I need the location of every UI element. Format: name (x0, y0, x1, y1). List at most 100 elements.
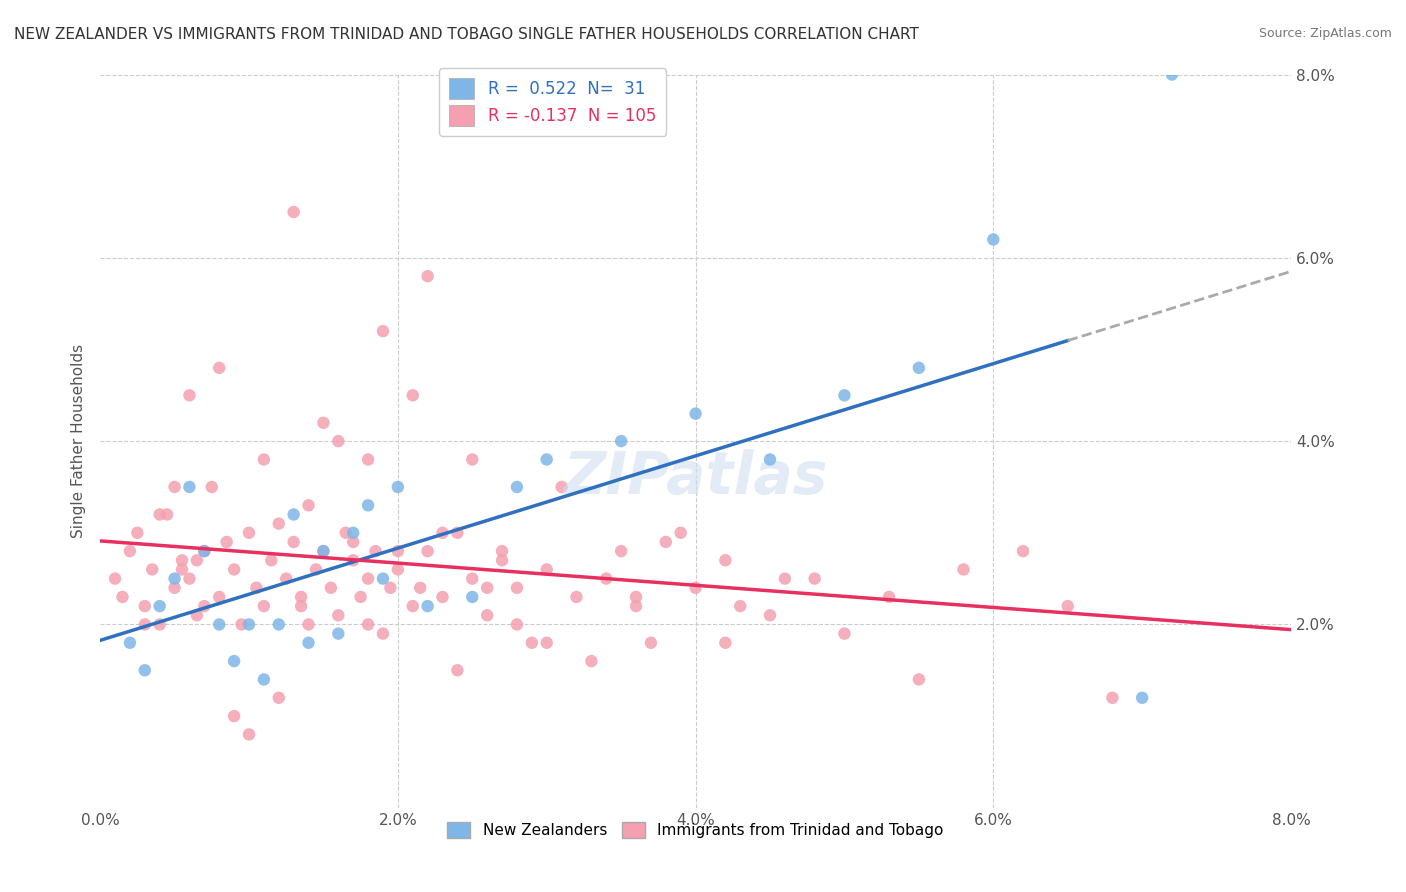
Point (357, 572, 380, 586)
Point (231, 617, 253, 632)
Point (163, 581, 186, 595)
Point (224, 562, 246, 576)
Point (290, 590, 312, 604)
Point (245, 581, 267, 595)
Point (357, 452, 380, 467)
Point (640, 636, 662, 650)
Point (312, 544, 335, 558)
Point (550, 480, 572, 494)
Point (224, 709, 246, 723)
Point (141, 562, 163, 576)
Point (312, 544, 335, 558)
Point (193, 599, 215, 613)
Point (402, 599, 425, 613)
Point (877, 590, 900, 604)
Point (276, 572, 298, 586)
Point (387, 562, 409, 576)
Point (536, 636, 558, 650)
Point (111, 590, 134, 604)
Point (432, 590, 454, 604)
Point (1012, 544, 1035, 558)
Point (170, 562, 193, 576)
Point (342, 525, 364, 540)
Point (290, 599, 312, 613)
Point (714, 553, 737, 567)
Point (118, 636, 141, 650)
Point (170, 553, 193, 567)
Point (224, 654, 246, 668)
Point (134, 663, 156, 677)
Point (773, 572, 796, 586)
Point (834, 388, 856, 402)
Point (416, 269, 439, 284)
Point (104, 572, 127, 586)
Point (283, 205, 305, 219)
Point (328, 626, 350, 640)
Point (1056, 599, 1078, 613)
Point (981, 232, 1004, 246)
Point (432, 525, 454, 540)
Point (655, 535, 678, 549)
Point (253, 452, 276, 467)
Point (520, 636, 543, 650)
Point (179, 480, 201, 494)
Point (506, 617, 529, 632)
Point (803, 572, 825, 586)
Point (193, 544, 215, 558)
Point (149, 599, 172, 613)
Point (297, 498, 319, 512)
Point (186, 553, 208, 567)
Point (759, 452, 782, 467)
Point (208, 617, 231, 632)
Point (387, 544, 409, 558)
Point (134, 617, 156, 632)
Point (834, 626, 856, 640)
Point (267, 690, 290, 705)
Text: Source: ZipAtlas.com: Source: ZipAtlas.com (1258, 27, 1392, 40)
Point (759, 608, 782, 623)
Point (624, 590, 647, 604)
Point (446, 525, 468, 540)
Point (685, 407, 707, 421)
Point (409, 581, 432, 595)
Point (491, 553, 513, 567)
Point (253, 673, 276, 687)
Point (669, 525, 692, 540)
Point (475, 608, 498, 623)
Point (127, 525, 149, 540)
Point (118, 544, 141, 558)
Point (134, 599, 156, 613)
Point (610, 544, 633, 558)
Point (357, 498, 380, 512)
Legend: New Zealanders, Immigrants from Trinidad and Tobago: New Zealanders, Immigrants from Trinidad… (441, 816, 950, 844)
Point (179, 388, 201, 402)
Point (387, 480, 409, 494)
Point (685, 581, 707, 595)
Point (380, 581, 402, 595)
Point (446, 663, 468, 677)
Point (357, 617, 380, 632)
Point (163, 572, 186, 586)
Point (364, 544, 387, 558)
Text: ZIPatlas: ZIPatlas (564, 450, 828, 507)
Point (416, 544, 439, 558)
Point (267, 617, 290, 632)
Point (328, 434, 350, 449)
Point (371, 572, 394, 586)
Point (319, 581, 342, 595)
Point (624, 599, 647, 613)
Point (1101, 690, 1123, 705)
Point (283, 508, 305, 522)
Point (208, 590, 231, 604)
Point (402, 388, 425, 402)
Point (342, 535, 364, 549)
Point (260, 553, 283, 567)
Point (238, 727, 260, 741)
Point (491, 544, 513, 558)
Point (565, 590, 588, 604)
Point (238, 617, 260, 632)
Point (201, 480, 224, 494)
Point (149, 617, 172, 632)
Point (163, 480, 186, 494)
Point (728, 599, 751, 613)
